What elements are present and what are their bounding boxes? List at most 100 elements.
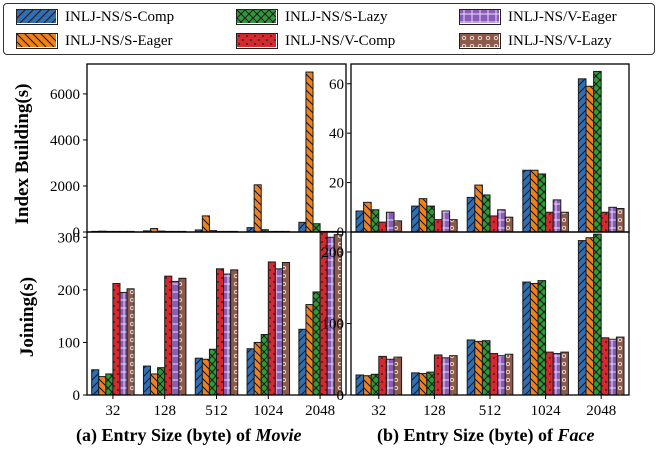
- bar-face-joining-128-inlj-ns-s-comp: [411, 372, 420, 396]
- bar-movie-joining-512-inlj-ns-v-lazy: [230, 269, 239, 396]
- bar-face-index-building-512-inlj-ns-v-comp: [489, 215, 499, 233]
- bar-face-index-building-2048-inlj-ns-s-eager: [585, 85, 595, 233]
- bar-face-joining-2048-inlj-ns-v-comp: [600, 337, 610, 396]
- bar-face-joining-1024-inlj-ns-s-eager: [529, 282, 539, 396]
- bar-movie-index-building-2048-inlj-ns-s-eager: [305, 71, 314, 233]
- y-tick-label: 200: [322, 245, 345, 261]
- legend-item-inlj-ns-s-eager: INLJ-NS/S-Eager: [16, 30, 172, 52]
- caption-movie-name: Movie: [255, 425, 302, 445]
- legend-item-inlj-ns-v-comp: INLJ-NS/V-Comp: [236, 30, 395, 52]
- bar-movie-joining-32-inlj-ns-v-comp: [112, 283, 121, 396]
- bar-face-index-building-32-inlj-ns-s-comp: [355, 210, 365, 233]
- bar-face-joining-1024-inlj-ns-v-lazy: [560, 351, 569, 396]
- bar-face-joining-512-inlj-ns-s-lazy: [481, 340, 491, 396]
- bar-movie-joining-32-inlj-ns-s-comp: [91, 369, 100, 396]
- y-tick-label: 20: [329, 176, 344, 192]
- bar-face-index-building-1024-inlj-ns-s-eager: [529, 169, 539, 233]
- bar-face-index-building-512-inlj-ns-s-comp: [466, 196, 476, 233]
- bar-face-joining-32-inlj-ns-s-comp: [355, 374, 365, 396]
- bar-face-joining-32-inlj-ns-s-lazy: [370, 373, 380, 396]
- y-tick-label: 300: [58, 230, 81, 246]
- x-tick-label: 128: [153, 403, 176, 419]
- legend-swatch: [16, 33, 58, 49]
- legend-label: INLJ-NS/S-Comp: [65, 8, 175, 25]
- legend-label: INLJ-NS/V-Comp: [285, 32, 396, 49]
- bar-face-index-building-128-inlj-ns-v-comp: [433, 219, 443, 233]
- x-tick-label: 2048: [305, 403, 335, 419]
- x-tick-label: 32: [105, 403, 120, 419]
- y-tick-label: 60: [329, 77, 344, 93]
- x-tick-label: 128: [423, 403, 446, 419]
- legend-item-inlj-ns-v-eager: INLJ-NS/V-Eager: [459, 6, 617, 28]
- y-tick-label: 200: [58, 283, 81, 299]
- caption-face: (b) Entry Size (byte) of Face: [377, 425, 594, 446]
- bar-movie-joining-128-inlj-ns-s-eager: [150, 373, 159, 396]
- legend-label: INLJ-NS/V-Lazy: [508, 32, 612, 49]
- bar-face-index-building-2048-inlj-ns-v-comp: [600, 211, 610, 233]
- bar-face-joining-1024-inlj-ns-v-comp: [545, 351, 554, 396]
- bar-movie-joining-128-inlj-ns-v-eager: [171, 280, 180, 396]
- bar-movie-joining-1024-inlj-ns-v-lazy: [281, 262, 291, 396]
- bar-movie-joining-512-inlj-ns-s-lazy: [208, 348, 217, 396]
- caption-movie: (a) Entry Size (byte) of Movie: [76, 425, 301, 446]
- bar-face-joining-2048-inlj-ns-v-eager: [608, 338, 617, 396]
- bar-face-joining-2048-inlj-ns-s-comp: [577, 240, 587, 396]
- legend-label: INLJ-NS/V-Eager: [508, 8, 617, 25]
- y-tick-label: 2000: [50, 179, 80, 195]
- bar-movie-joining-512-inlj-ns-s-comp: [194, 357, 203, 396]
- bar-face-index-building-2048-inlj-ns-s-lazy: [593, 70, 602, 233]
- bar-face-index-building-1024-inlj-ns-v-comp: [545, 211, 554, 233]
- y-axis-label-joining: Joining(s): [17, 276, 38, 358]
- bar-face-index-building-128-inlj-ns-v-lazy: [449, 219, 458, 233]
- bar-movie-joining-32-inlj-ns-s-lazy: [105, 373, 114, 396]
- bar-face-joining-128-inlj-ns-v-eager: [441, 357, 451, 396]
- legend-item-inlj-ns-s-lazy: INLJ-NS/S-Lazy: [236, 6, 387, 28]
- bar-face-index-building-128-inlj-ns-s-comp: [411, 205, 420, 233]
- x-tick-label: 512: [205, 403, 228, 419]
- bar-face-joining-32-inlj-ns-v-eager: [385, 358, 395, 396]
- caption-movie-prefix: (a) Entry Size (byte) of: [76, 425, 256, 445]
- x-tick-label: 32: [371, 403, 386, 419]
- bar-movie-joining-128-inlj-ns-v-comp: [164, 275, 173, 396]
- bar-face-joining-128-inlj-ns-s-lazy: [426, 371, 435, 396]
- bar-face-joining-32-inlj-ns-s-eager: [363, 375, 372, 396]
- bar-face-joining-32-inlj-ns-v-lazy: [393, 356, 403, 396]
- bar-movie-index-building-1024-inlj-ns-s-eager: [253, 184, 262, 233]
- bar-face-index-building-32-inlj-ns-s-eager: [363, 201, 372, 233]
- bar-face-index-building-1024-inlj-ns-v-eager: [552, 199, 562, 233]
- bar-movie-joining-128-inlj-ns-s-lazy: [157, 367, 166, 396]
- bar-movie-joining-128-inlj-ns-s-comp: [142, 365, 152, 396]
- bar-face-index-building-512-inlj-ns-v-eager: [497, 209, 506, 233]
- bar-face-index-building-512-inlj-ns-v-lazy: [504, 216, 514, 233]
- legend-swatch: [236, 9, 278, 25]
- bar-face-joining-512-inlj-ns-v-lazy: [504, 353, 514, 396]
- bar-face-index-building-128-inlj-ns-v-eager: [441, 210, 451, 233]
- bar-movie-joining-512-inlj-ns-v-comp: [216, 268, 225, 396]
- panel-frame: [350, 231, 630, 396]
- x-tick-label: 1024: [253, 403, 284, 419]
- y-tick-label: 4000: [50, 133, 80, 149]
- legend-label: INLJ-NS/S-Lazy: [285, 8, 388, 25]
- caption-face-name: Face: [557, 425, 595, 445]
- bar-movie-joining-1024-inlj-ns-s-lazy: [260, 334, 269, 396]
- bar-movie-joining-1024-inlj-ns-v-eager: [274, 268, 283, 396]
- bar-face-index-building-32-inlj-ns-v-comp: [378, 221, 387, 233]
- bar-face-index-building-32-inlj-ns-v-eager: [385, 211, 395, 233]
- legend-item-inlj-ns-v-lazy: INLJ-NS/V-Lazy: [459, 30, 612, 52]
- bar-face-joining-128-inlj-ns-v-comp: [433, 354, 443, 396]
- bar-face-joining-32-inlj-ns-v-comp: [378, 355, 387, 396]
- legend-item-inlj-ns-s-comp: INLJ-NS/S-Comp: [16, 6, 174, 28]
- bar-face-index-building-1024-inlj-ns-v-lazy: [560, 211, 569, 233]
- bar-movie-joining-1024-inlj-ns-v-comp: [267, 261, 276, 396]
- legend-swatch: [236, 33, 278, 49]
- panel-face-index-building: 0 20 40 60: [329, 63, 630, 241]
- bar-face-index-building-128-inlj-ns-s-eager: [418, 198, 428, 233]
- bar-face-joining-1024-inlj-ns-s-lazy: [537, 280, 547, 396]
- bar-face-joining-2048-inlj-ns-v-lazy: [615, 336, 625, 396]
- bar-face-joining-512-inlj-ns-s-comp: [466, 339, 476, 396]
- bar-face-joining-1024-inlj-ns-s-comp: [522, 281, 531, 396]
- bar-face-index-building-512-inlj-ns-s-lazy: [481, 194, 491, 233]
